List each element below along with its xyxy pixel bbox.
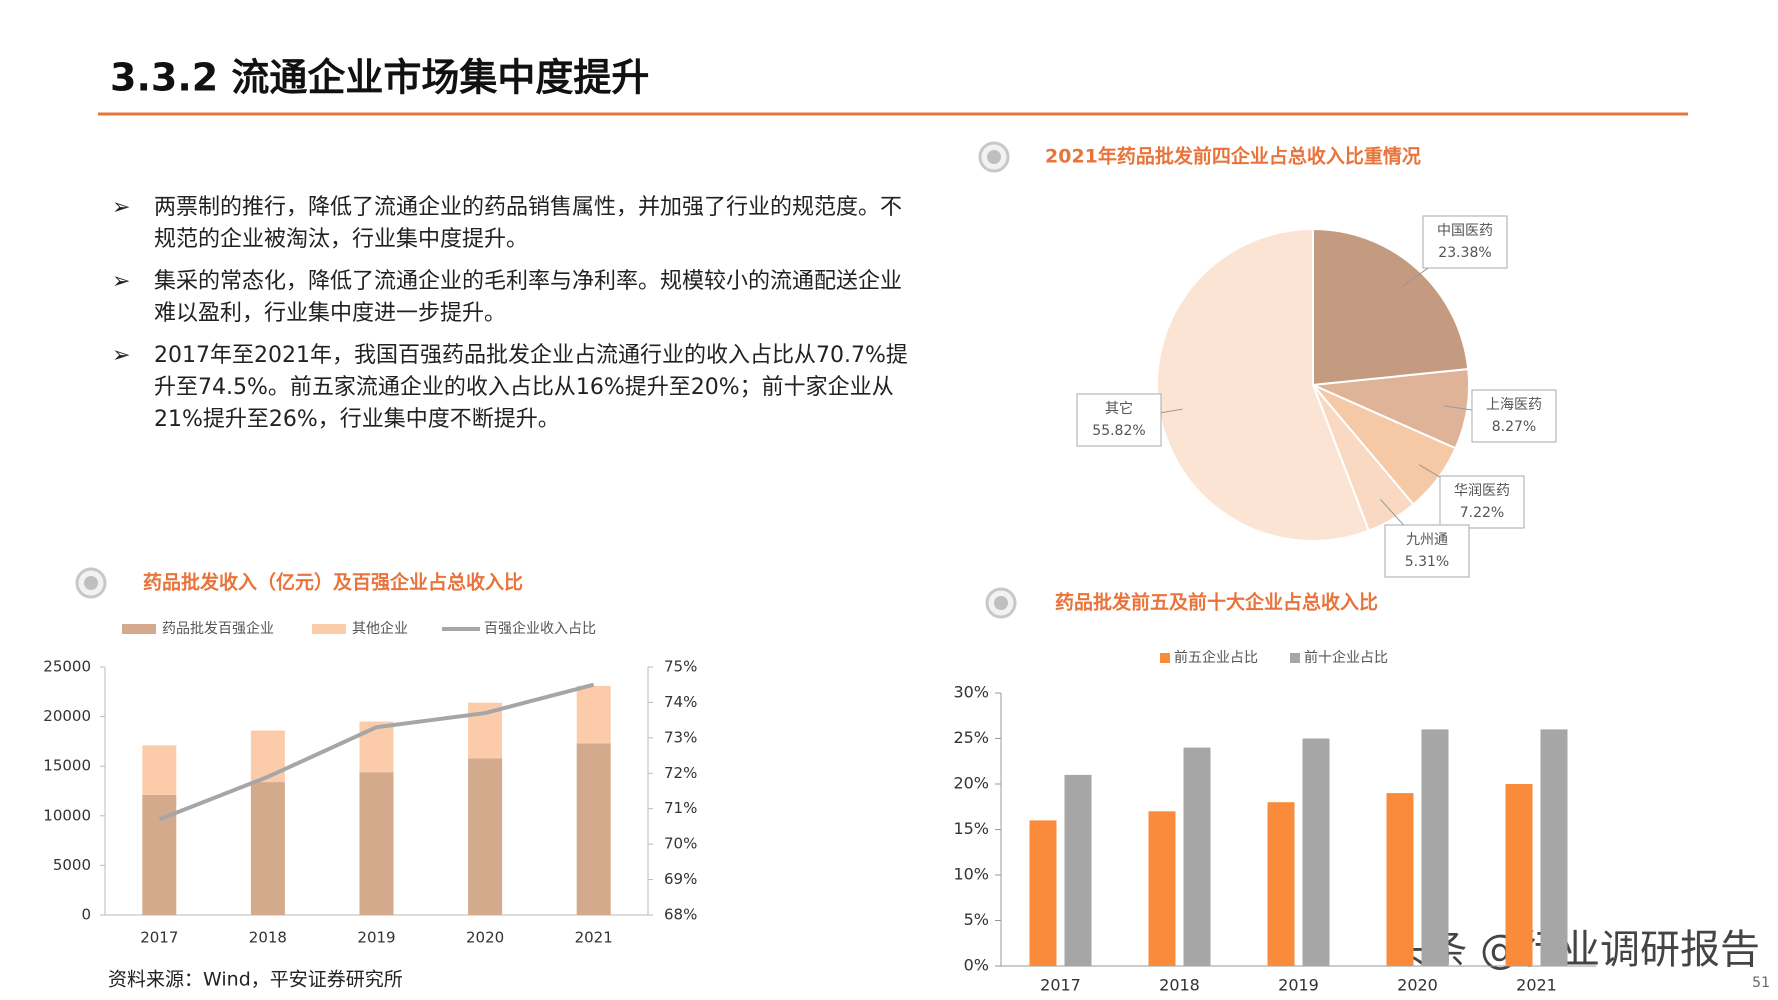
x-tick-label: 2018 [249, 929, 287, 947]
x-tick-label: 2018 [1159, 976, 1200, 995]
y-tick-label: 20000 [43, 707, 91, 725]
legend-label: 前五企业占比 [1174, 649, 1258, 666]
slice-label: 其它 [1105, 400, 1133, 417]
chart-title: 2021年药品批发前四企业占总收入比重情况 [1045, 145, 1421, 168]
bar [1386, 793, 1414, 966]
slice-value-label: 23.38% [1438, 245, 1491, 261]
y-tick-label: 20% [953, 774, 989, 793]
slice-label: 上海医药 [1486, 397, 1542, 413]
watermark: 头条 @行业调研报告 [1387, 927, 1760, 973]
legend-swatch [312, 624, 346, 634]
chart-title: 药品批发前五及前十大企业占总收入比 [1055, 591, 1378, 614]
bar [1064, 774, 1092, 966]
y-tick-label: 15000 [43, 757, 91, 775]
source-note: 资料来源：Wind，平安证券研究所 [108, 969, 403, 991]
y-tick-label: 0 [81, 906, 91, 924]
legend-swatch [1160, 653, 1170, 663]
slice-label: 九州通 [1406, 532, 1448, 548]
chart-title: 药品批发收入（亿元）及百强企业占总收入比 [143, 571, 523, 594]
bar [576, 685, 611, 744]
x-tick-label: 2021 [575, 929, 613, 947]
page-number: 51 [1752, 975, 1770, 991]
bullet-list: 两票制的推行，降低了流通企业的药品销售属性，并加强了行业的规范度。不规范的企业被… [112, 192, 912, 446]
y-tick-label: 30% [953, 683, 989, 702]
legend-swatch [1290, 653, 1300, 663]
label-box [1439, 475, 1525, 529]
bullet: 集采的常态化，降低了流通企业的毛利率与净利率。规模较小的流通配送企业难以盈利，行… [112, 266, 912, 330]
legend-label: 前十企业占比 [1304, 649, 1388, 666]
bar [1302, 738, 1330, 966]
bar [359, 772, 394, 915]
title-icon [994, 596, 1008, 610]
x-tick-label: 2019 [357, 929, 395, 947]
y2-tick-label: 69% [664, 870, 697, 888]
y-tick-label: 10000 [43, 806, 91, 824]
bar [1505, 784, 1533, 966]
slice-value-label: 55.82% [1092, 423, 1145, 439]
y2-tick-label: 73% [664, 728, 697, 746]
y2-tick-label: 74% [664, 693, 697, 711]
y2-tick-label: 72% [664, 764, 697, 782]
y-tick-label: 10% [953, 865, 989, 884]
label-box [1384, 524, 1470, 578]
title-icon [987, 150, 1001, 164]
x-tick-label: 2019 [1278, 976, 1319, 995]
slice-label: 华润医药 [1454, 483, 1510, 499]
y-tick-label: 25% [953, 728, 989, 747]
bar [250, 730, 285, 783]
y-tick-label: 25000 [43, 658, 91, 676]
title-icon [84, 576, 98, 590]
y2-tick-label: 71% [664, 799, 697, 817]
legend-label: 百强企业收入占比 [484, 620, 596, 637]
line-series [158, 682, 595, 822]
slice-value-label: 7.22% [1460, 505, 1504, 521]
x-tick-label: 2017 [140, 929, 178, 947]
legend-swatch [122, 624, 156, 634]
x-tick-label: 2021 [1516, 976, 1557, 995]
label-box [1076, 393, 1162, 447]
bar [250, 782, 285, 915]
y2-tick-label: 68% [664, 906, 697, 924]
slice-value-label: 5.31% [1405, 554, 1449, 570]
slide-title: 3.3.2 流通企业市场集中度提升 [110, 56, 649, 100]
bar [1540, 729, 1568, 966]
label-box [1471, 389, 1557, 443]
bar [1267, 802, 1295, 966]
y2-tick-label: 70% [664, 835, 697, 853]
bar [1421, 729, 1449, 966]
slice-label: 中国医药 [1437, 223, 1493, 239]
bar [1029, 820, 1057, 966]
y-tick-label: 5000 [53, 856, 91, 874]
y-tick-label: 15% [953, 819, 989, 838]
legend-label: 其他企业 [352, 620, 408, 637]
y2-tick-label: 75% [664, 658, 697, 676]
label-box [1422, 215, 1508, 269]
bar [1148, 811, 1176, 966]
x-tick-label: 2020 [466, 929, 504, 947]
pie-slice [1312, 227, 1470, 387]
y-tick-label: 0% [964, 956, 989, 975]
bar [468, 758, 503, 915]
bar [1183, 747, 1211, 966]
bullet: 两票制的推行，降低了流通企业的药品销售属性，并加强了行业的规范度。不规范的企业被… [112, 192, 912, 256]
y-tick-label: 5% [964, 910, 989, 929]
x-tick-label: 2020 [1397, 976, 1438, 995]
x-tick-label: 2017 [1040, 976, 1081, 995]
bullet: 2017年至2021年，我国百强药品批发企业占流通行业的收入占比从70.7%提升… [112, 340, 912, 436]
bar [142, 745, 177, 795]
slice-value-label: 8.27% [1492, 419, 1536, 435]
bar [576, 743, 611, 915]
legend-label: 药品批发百强企业 [162, 620, 274, 637]
bar [359, 721, 394, 773]
